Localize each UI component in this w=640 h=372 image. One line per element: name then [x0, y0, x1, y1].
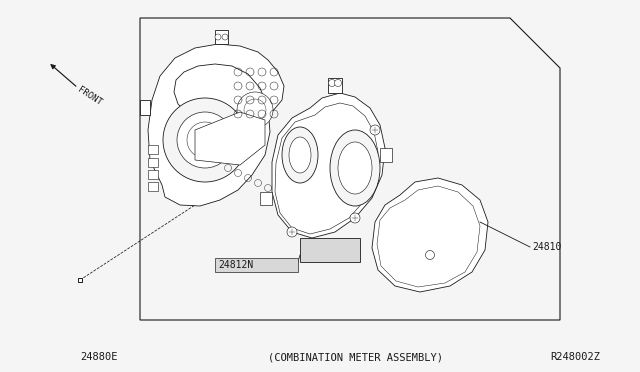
Ellipse shape: [350, 213, 360, 223]
Ellipse shape: [222, 34, 228, 40]
Ellipse shape: [282, 127, 318, 183]
Ellipse shape: [330, 130, 380, 206]
Polygon shape: [148, 158, 158, 167]
Polygon shape: [215, 258, 298, 272]
Ellipse shape: [426, 250, 435, 260]
Ellipse shape: [287, 227, 297, 237]
Polygon shape: [372, 178, 488, 292]
Ellipse shape: [328, 80, 335, 87]
Polygon shape: [275, 103, 378, 234]
Text: 24880E: 24880E: [80, 352, 118, 362]
Ellipse shape: [237, 92, 273, 128]
Polygon shape: [140, 100, 150, 115]
Polygon shape: [140, 18, 560, 320]
Polygon shape: [328, 78, 342, 93]
Text: 24810: 24810: [532, 242, 561, 252]
Text: FRONT: FRONT: [76, 85, 104, 107]
Polygon shape: [380, 148, 392, 162]
Text: (COMBINATION METER ASSEMBLY): (COMBINATION METER ASSEMBLY): [268, 352, 442, 362]
Ellipse shape: [177, 112, 233, 168]
Ellipse shape: [187, 122, 223, 158]
Ellipse shape: [244, 99, 266, 121]
Polygon shape: [377, 186, 480, 287]
Ellipse shape: [289, 137, 311, 173]
Polygon shape: [148, 44, 284, 206]
Text: R248002Z: R248002Z: [550, 352, 600, 362]
Ellipse shape: [338, 142, 372, 194]
Polygon shape: [148, 170, 158, 179]
Ellipse shape: [215, 34, 221, 40]
Polygon shape: [148, 145, 158, 154]
Text: 24812N: 24812N: [218, 260, 253, 270]
Polygon shape: [215, 30, 228, 44]
Ellipse shape: [335, 80, 342, 87]
Ellipse shape: [163, 98, 247, 182]
Polygon shape: [260, 192, 272, 205]
Polygon shape: [300, 238, 360, 262]
Polygon shape: [272, 93, 385, 238]
Polygon shape: [148, 182, 158, 191]
Polygon shape: [195, 112, 265, 165]
Ellipse shape: [370, 125, 380, 135]
